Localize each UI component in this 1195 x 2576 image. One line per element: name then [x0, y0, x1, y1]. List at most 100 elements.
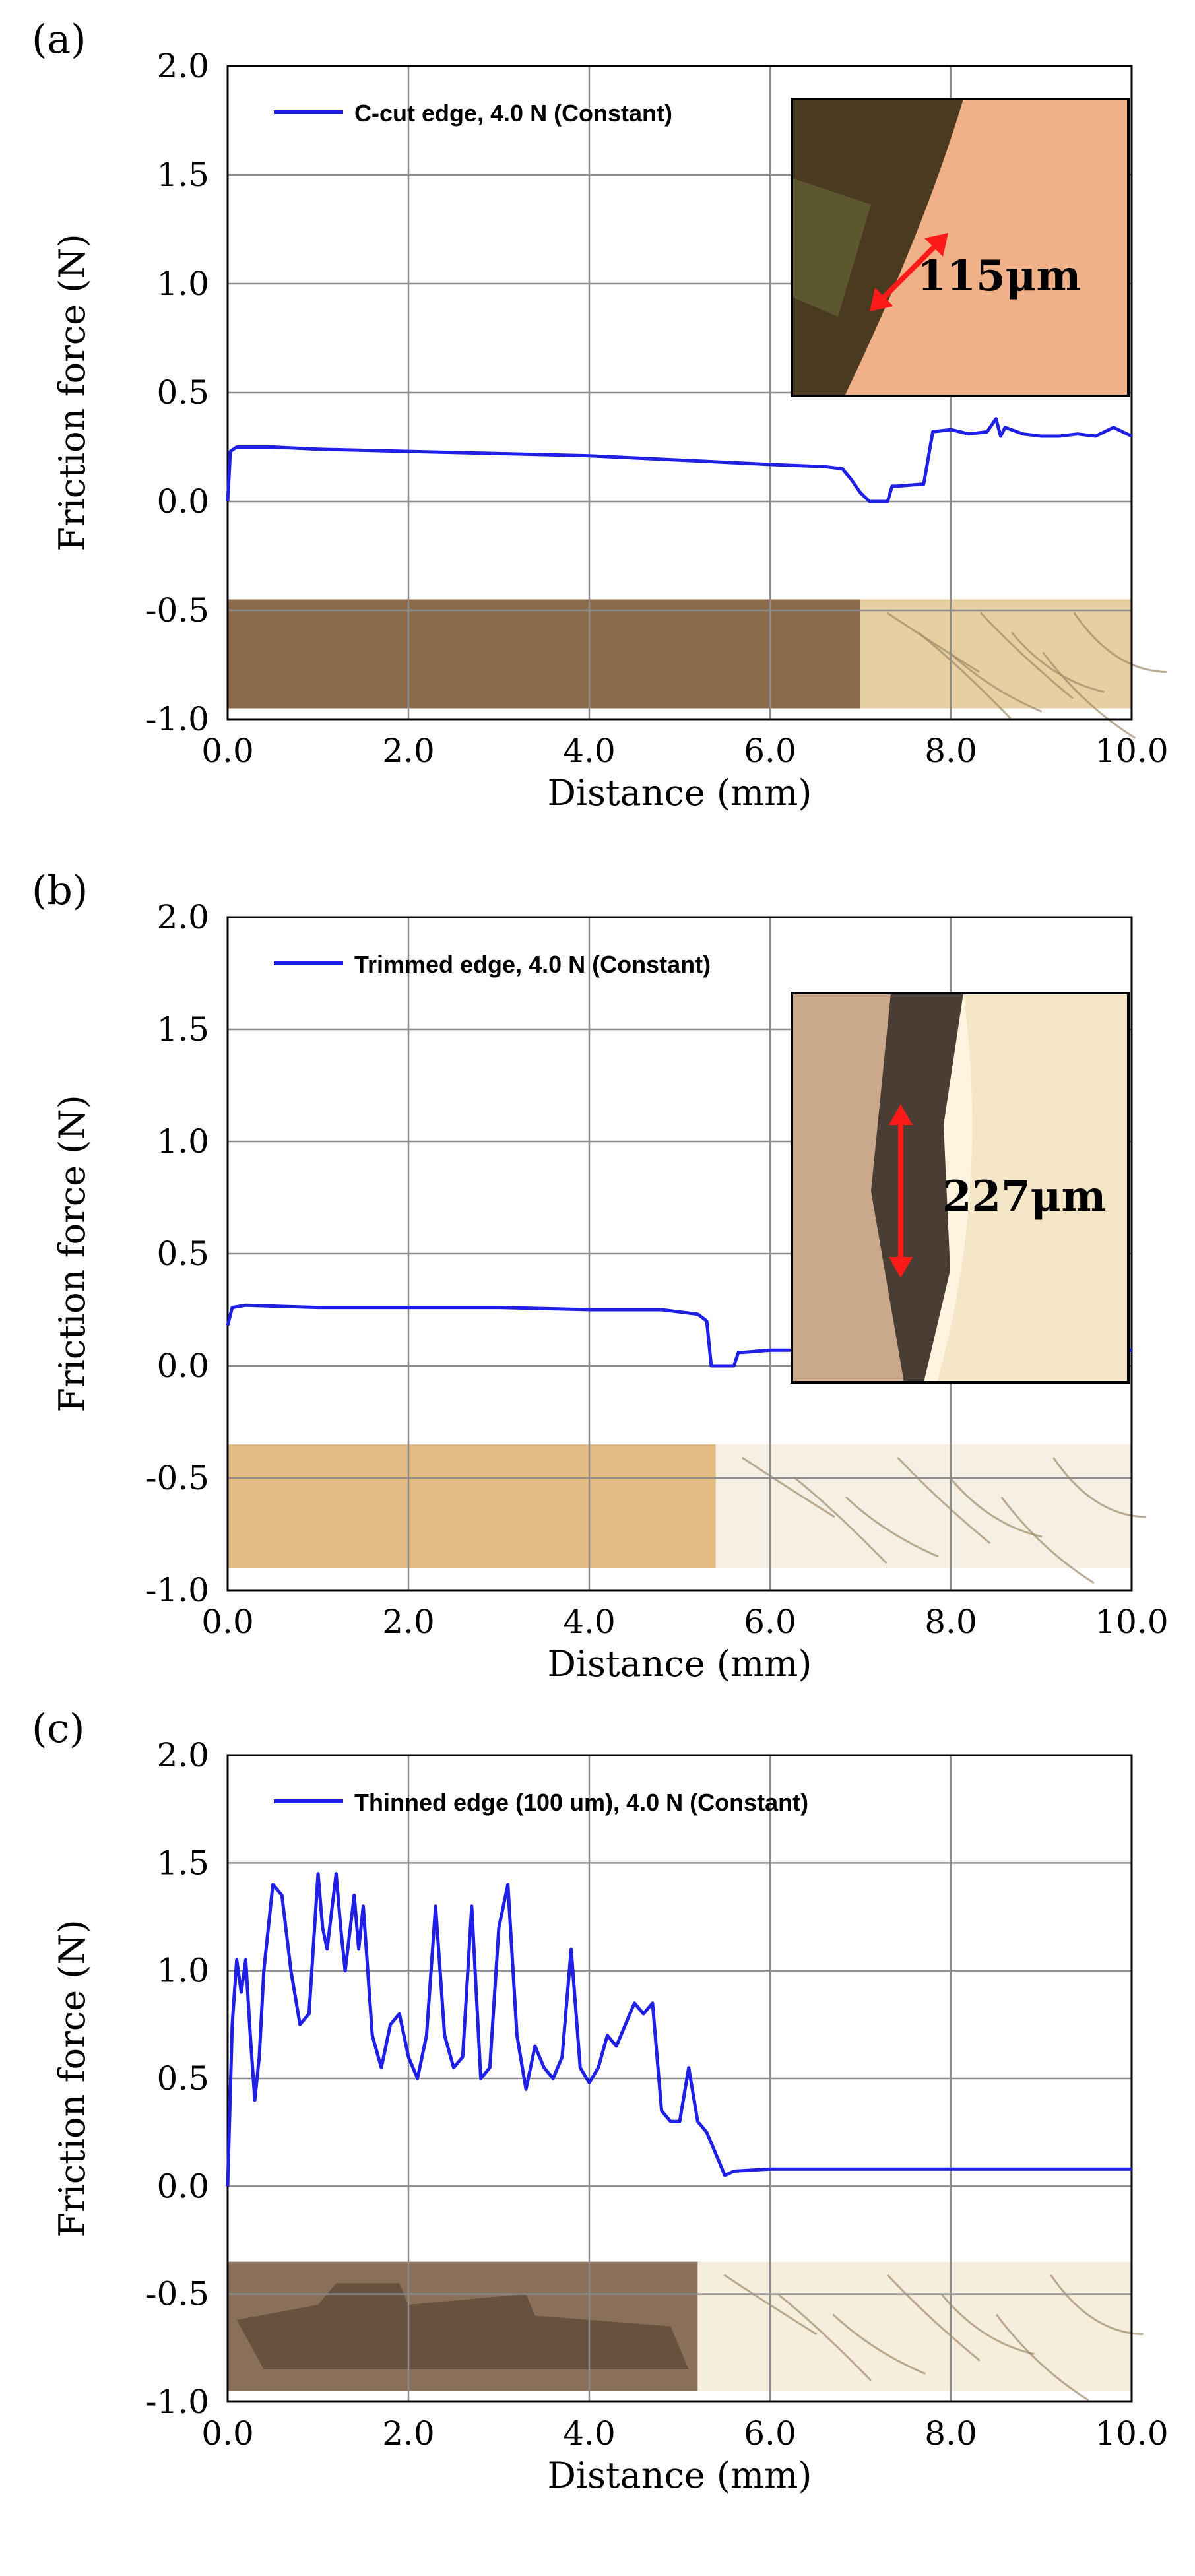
y-tick-label: 0.0: [156, 482, 209, 521]
strip-scratch: [995, 2313, 1089, 2401]
strip-scratch: [741, 1456, 835, 1518]
y-tick-label: 0.0: [156, 1347, 209, 1385]
inset-dark-region: [871, 993, 963, 1382]
y-tick-label: 1.5: [156, 1844, 209, 1882]
legend-label: Thinned edge (100 um), 4.0 N (Constant): [354, 1789, 808, 1816]
strip-delamination-band: [236, 2283, 689, 2369]
y-tick-label: 0.5: [156, 373, 209, 412]
strip-substrate-region: [697, 2261, 1132, 2391]
strip-scratch: [979, 612, 1074, 699]
y-tick-label: -1.0: [146, 1571, 209, 1609]
strip-substrate-region: [715, 1444, 1132, 1568]
inset-micrograph: 115μm: [791, 98, 1130, 397]
inset-frame: [791, 992, 1130, 1384]
panel-label: (b): [32, 868, 88, 914]
chart-panel-c: 2.01.51.00.50.0-0.5-1.00.0 2.0 4.0 6.0 8.0 10…: [32, 1706, 1169, 2496]
sample-strip-image: [228, 1444, 1146, 1584]
strip-scratch: [1010, 631, 1105, 693]
inset-measurement-label: 115μm: [917, 251, 1081, 301]
x-axis-label: Distance (mm): [548, 772, 812, 814]
plot-frame: [226, 65, 1133, 721]
x-tick-label: 0.0: [201, 732, 254, 770]
x-tick-label: 8.0: [924, 732, 977, 770]
y-tick-label: 1.5: [156, 156, 209, 194]
y-tick-label: 0.5: [156, 2059, 209, 2098]
strip-scratch: [1042, 651, 1136, 739]
y-axis-label: Friction force (N): [51, 1095, 93, 1412]
strip-scratch: [777, 2294, 872, 2381]
x-tick-label: 6.0: [744, 732, 796, 770]
legend-label: Trimmed edge, 4.0 N (Constant): [354, 951, 711, 978]
y-tick-label: 1.0: [156, 1122, 209, 1161]
legend: C-cut edge, 4.0 N (Constant): [274, 100, 672, 127]
x-tick-label: 2.0: [382, 732, 435, 770]
strip-scratch: [917, 631, 1012, 719]
x-tick-label: 4.0: [563, 1603, 616, 1641]
strip-scratch: [793, 1476, 888, 1564]
arrow-head-icon: [924, 233, 948, 257]
y-tick-label: 0.5: [156, 1235, 209, 1273]
x-axis-label: Distance (mm): [548, 2455, 812, 2496]
y-axis-label: Friction force (N): [51, 1919, 93, 2237]
strip-scratch: [897, 1456, 991, 1545]
y-tick-label: 1.0: [156, 265, 209, 303]
strip-scratch: [1000, 1497, 1095, 1584]
panel-label: (c): [32, 1706, 84, 1752]
chart-panel-a: 2.01.51.00.50.0-0.5-1.00.0 2.0 4.0 6.0 8.0 10…: [32, 16, 1169, 814]
inset-texture: [792, 178, 871, 317]
strip-scratch: [948, 651, 1043, 713]
y-tick-label: -0.5: [146, 2275, 209, 2313]
x-axis-label: Distance (mm): [548, 1643, 812, 1685]
x-tick-label: 10.0: [1095, 732, 1168, 770]
measurement-arrow: [876, 239, 942, 306]
y-tick-label: 1.5: [156, 1010, 209, 1048]
inset-frame: [791, 98, 1130, 397]
x-tick-label: 10.0: [1095, 1603, 1168, 1641]
x-tick-label: 4.0: [563, 2414, 616, 2453]
x-tick-label: 10.0: [1095, 2414, 1168, 2453]
y-tick-label: 2.0: [156, 47, 209, 85]
inset-micrograph: 227μm: [791, 992, 1130, 1384]
arrow-head-icon: [870, 288, 893, 311]
x-tick-label: 4.0: [563, 732, 616, 770]
plot-frame: [226, 1754, 1133, 2403]
panel-label: (a): [32, 16, 86, 63]
strip-scratch: [949, 1477, 1043, 1538]
x-tick-label: 6.0: [744, 2414, 796, 2453]
x-tick-label: 6.0: [744, 1603, 796, 1641]
y-axis-label: Friction force (N): [51, 234, 93, 551]
legend: Thinned edge (100 um), 4.0 N (Constant): [274, 1789, 808, 1816]
chart-panel-b: 2.01.51.00.50.0-0.5-1.00.0 2.0 4.0 6.0 8.0 10…: [32, 868, 1169, 1685]
y-tick-label: 1.0: [156, 1952, 209, 1990]
arrow-head-icon: [889, 1257, 913, 1278]
strip-scratch: [886, 612, 980, 673]
plot-frame: [226, 916, 1133, 1592]
y-tick-label: -1.0: [146, 700, 209, 738]
arrow-head-icon: [889, 1104, 913, 1125]
y-tick-label: -1.0: [146, 2383, 209, 2421]
y-tick-label: 2.0: [156, 898, 209, 936]
y-tick-label: -0.5: [146, 1459, 209, 1497]
legend: Trimmed edge, 4.0 N (Constant): [274, 951, 711, 978]
strip-scratch: [1052, 1457, 1146, 1518]
sample-strip-image: [228, 599, 1167, 739]
y-tick-label: 2.0: [156, 1736, 209, 1774]
x-tick-label: 0.0: [201, 2414, 254, 2453]
x-tick-label: 2.0: [382, 1603, 435, 1641]
inset-substrate-region: [937, 993, 1128, 1382]
grid: [228, 1755, 1132, 2402]
strip-scratch: [1073, 612, 1167, 673]
series-line: [226, 1872, 1132, 2187]
series-line: [226, 417, 1133, 503]
strip-scratch: [845, 1496, 939, 1558]
sample-strip-image: [228, 2261, 1144, 2401]
strip-scratch: [723, 2274, 818, 2335]
strip-scratch: [832, 2313, 926, 2375]
inset-measurement-label: 227μm: [942, 1172, 1106, 1221]
x-tick-label: 0.0: [201, 1603, 254, 1641]
x-tick-label: 8.0: [924, 1603, 977, 1641]
legend-label: C-cut edge, 4.0 N (Constant): [354, 100, 672, 127]
x-tick-label: 2.0: [382, 2414, 435, 2453]
x-tick-label: 8.0: [924, 2414, 977, 2453]
